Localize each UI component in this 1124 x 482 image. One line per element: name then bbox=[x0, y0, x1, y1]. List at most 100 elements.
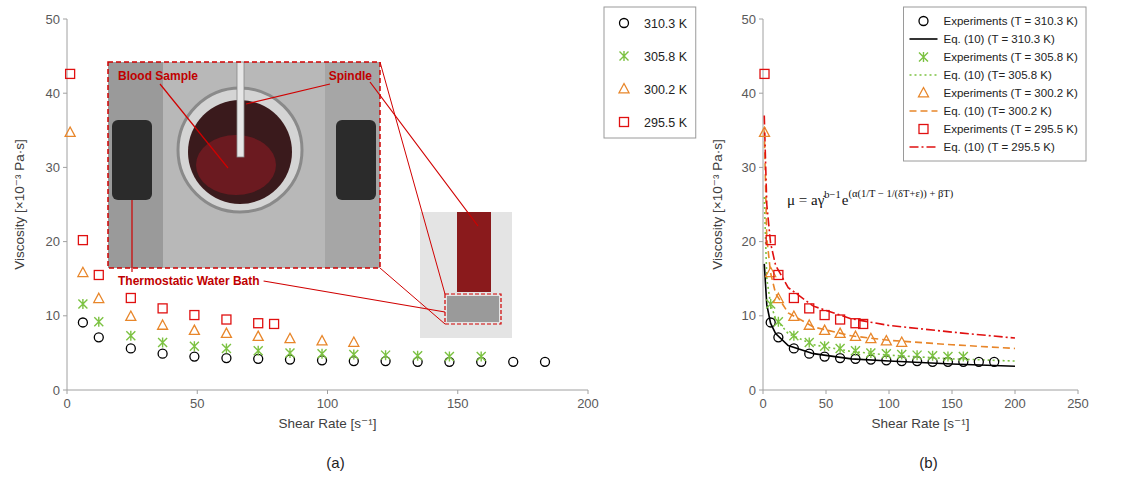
annotation: Thermostatic Water Bath bbox=[118, 274, 260, 288]
zoom-line bbox=[380, 268, 445, 324]
legend: Experiments (T = 310.3 K)Eq. (10) (T = 3… bbox=[903, 7, 1086, 161]
data-point bbox=[866, 348, 875, 358]
legend-marker bbox=[919, 52, 928, 62]
legend-label: Eq. (10) (T= 305.8 K) bbox=[943, 69, 1052, 81]
photo-shade bbox=[325, 62, 380, 268]
inset-source-frame bbox=[445, 294, 501, 324]
data-point bbox=[349, 349, 358, 359]
x-axis-title: Shear Rate [s⁻¹] bbox=[279, 416, 377, 431]
data-point bbox=[381, 350, 390, 360]
data-point bbox=[94, 293, 104, 302]
data-point bbox=[882, 349, 891, 359]
data-point bbox=[285, 348, 294, 358]
data-point bbox=[285, 333, 295, 342]
data-point bbox=[158, 320, 168, 329]
panel-label: (b) bbox=[919, 454, 937, 471]
legend-line bbox=[909, 38, 937, 40]
legend-label: 295.5 K bbox=[644, 116, 688, 130]
data-point bbox=[190, 352, 199, 361]
data-point bbox=[851, 346, 860, 356]
data-point bbox=[190, 311, 199, 320]
y-tick bbox=[63, 167, 67, 168]
legend-label: Experiments (T = 295.5 K) bbox=[943, 123, 1078, 135]
x-axis-title: Shear Rate [s⁻¹] bbox=[872, 416, 970, 431]
data-point bbox=[189, 325, 199, 334]
data-point bbox=[897, 349, 906, 359]
data-point bbox=[158, 304, 167, 313]
y-tick bbox=[759, 390, 763, 391]
data-point bbox=[158, 338, 167, 348]
x-tick bbox=[952, 390, 953, 394]
data-point bbox=[990, 357, 999, 366]
x-tick-label: 200 bbox=[577, 396, 599, 411]
data-point bbox=[78, 299, 87, 309]
data-point bbox=[774, 270, 783, 279]
data-point bbox=[222, 343, 231, 353]
data-point bbox=[959, 352, 968, 362]
data-point bbox=[805, 349, 814, 358]
leader-line bbox=[370, 82, 478, 226]
data-point bbox=[94, 317, 103, 327]
equation: μ = aγ̇b−1e(α(1/T − 1/(δT+ε)) + βT) bbox=[787, 188, 954, 208]
y-tick-label: 10 bbox=[46, 308, 60, 323]
x-tick-label: 0 bbox=[63, 396, 70, 411]
equation-part: (α(1/T − 1/(δT+ε)) + βT) bbox=[848, 188, 953, 200]
data-point bbox=[974, 357, 983, 366]
legend-line bbox=[909, 74, 937, 76]
photo-background bbox=[108, 62, 380, 268]
legend-label: Experiments (T = 310.3 K) bbox=[943, 15, 1078, 27]
data-point bbox=[222, 315, 231, 324]
legend-marker bbox=[919, 125, 928, 134]
data-point bbox=[254, 319, 263, 328]
legend-marker bbox=[620, 19, 629, 28]
data-point bbox=[789, 331, 798, 341]
legend-marker bbox=[619, 84, 629, 93]
x-tick bbox=[327, 390, 328, 394]
x-tick-label: 200 bbox=[1004, 396, 1026, 411]
x-axis-line bbox=[763, 390, 1078, 391]
x-tick-label: 100 bbox=[317, 396, 339, 411]
equation-part: μ = aγ̇ bbox=[787, 192, 825, 208]
y-tick bbox=[759, 241, 763, 242]
photo-clamp bbox=[112, 120, 152, 200]
y-tick bbox=[759, 19, 763, 20]
data-point bbox=[78, 236, 87, 245]
data-point bbox=[126, 344, 135, 353]
zoom-line bbox=[380, 62, 445, 294]
data-point bbox=[318, 349, 327, 359]
data-point bbox=[774, 317, 783, 327]
y-tick-label: 20 bbox=[46, 234, 60, 249]
legend-line bbox=[909, 110, 937, 112]
data-point bbox=[126, 331, 135, 341]
legend-label: Experiments (T = 305.8 K) bbox=[943, 51, 1078, 63]
y-axis-title: Viscosity [×10⁻³ Pa·s] bbox=[12, 139, 27, 269]
photo-clamp bbox=[336, 120, 376, 200]
data-point bbox=[820, 311, 829, 320]
legend-label: 310.3 K bbox=[644, 17, 688, 31]
photo-small-column bbox=[457, 212, 491, 292]
data-point bbox=[820, 352, 829, 361]
panel-label: (a) bbox=[326, 454, 344, 471]
data-point bbox=[94, 270, 103, 279]
x-tick bbox=[457, 390, 458, 394]
data-point bbox=[445, 352, 454, 362]
plot-marks bbox=[65, 69, 549, 366]
data-point bbox=[413, 351, 422, 361]
legend-line bbox=[909, 146, 937, 148]
x-tick bbox=[826, 390, 827, 394]
y-tick-label: 50 bbox=[46, 12, 60, 27]
x-tick-label: 0 bbox=[759, 396, 766, 411]
legend-label: Eq. (10) (T= 300.2 K) bbox=[943, 105, 1052, 117]
data-point bbox=[805, 338, 814, 348]
data-point bbox=[509, 357, 518, 366]
data-point bbox=[928, 351, 937, 361]
data-point bbox=[253, 331, 263, 340]
data-point bbox=[66, 69, 75, 78]
leader-line bbox=[246, 84, 330, 104]
legend-label: 305.8 K bbox=[644, 50, 688, 64]
photo-small-base bbox=[447, 296, 499, 322]
data-point bbox=[836, 343, 845, 353]
equation-part: b−1 bbox=[824, 189, 840, 200]
y-tick bbox=[63, 93, 67, 94]
data-point bbox=[477, 352, 486, 362]
